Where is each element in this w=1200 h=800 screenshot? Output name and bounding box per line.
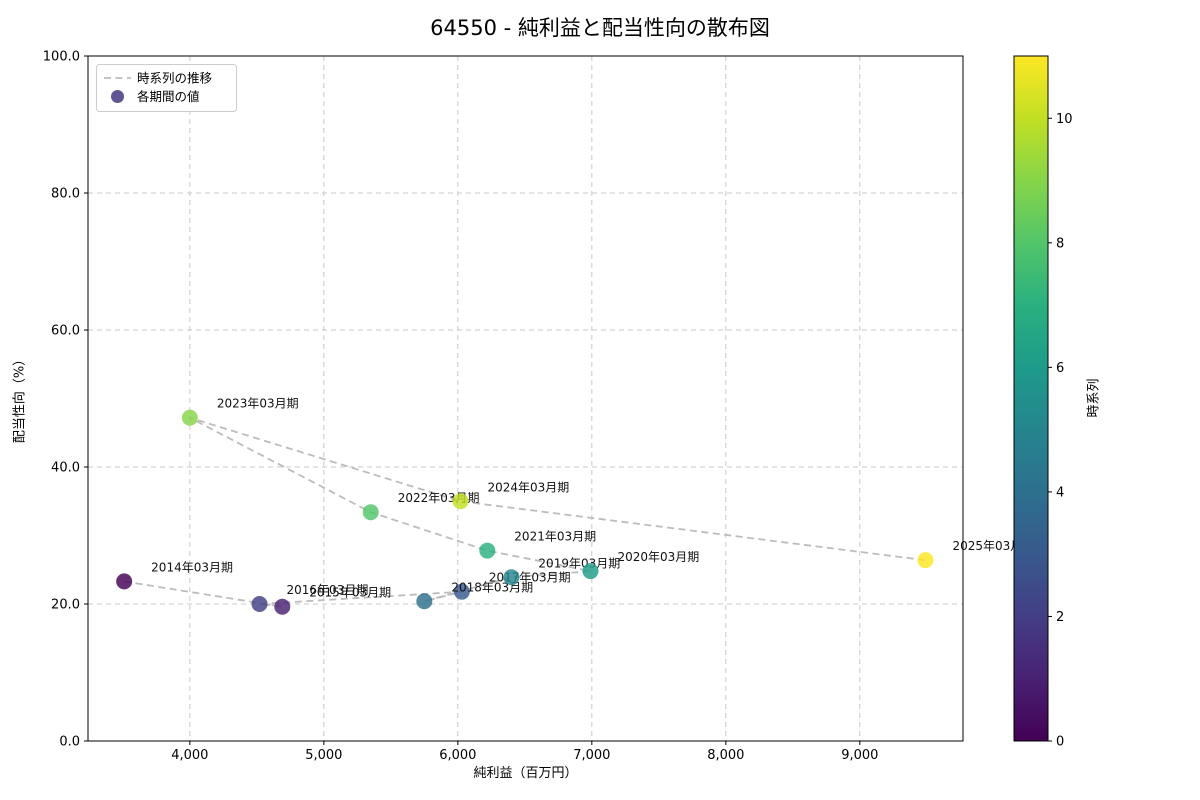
- x-tick-label: 6,000: [439, 748, 476, 763]
- colorbar-label: 時系列: [1086, 378, 1102, 418]
- axes-frame: [87, 55, 964, 742]
- legend-marker-sample: [111, 90, 124, 103]
- point-label-2023年03月期: 2023年03月期: [217, 397, 299, 411]
- data-point-2023年03月期: [181, 409, 198, 426]
- point-label-2018年03月期: 2018年03月期: [451, 580, 533, 594]
- colorbar-tick-label: 10: [1056, 112, 1073, 127]
- legend: [96, 64, 237, 112]
- point-label-2015年03月期: 2015年03月期: [309, 586, 391, 600]
- x-tick-label: 9,000: [841, 748, 878, 763]
- data-point-2015年03月期: [274, 598, 291, 615]
- x-tick-label: 4,000: [171, 748, 208, 763]
- x-tick-label: 7,000: [573, 748, 610, 763]
- colorbar-gradient: [1014, 56, 1048, 741]
- data-point-2017年03月期: [453, 583, 470, 600]
- data-point-2020年03月期: [582, 563, 599, 580]
- point-label-2024年03月期: 2024年03月期: [488, 480, 570, 494]
- y-tick-label: 20.0: [51, 598, 80, 613]
- data-point-2021年03月期: [479, 542, 496, 559]
- data-point-2019年03月期: [503, 569, 520, 586]
- y-tick-label: 100.0: [43, 50, 80, 65]
- point-label-2014年03月期: 2014年03月期: [151, 560, 233, 574]
- x-axis-label: 純利益（百万円）: [473, 766, 578, 781]
- data-point-2014年03月期: [116, 573, 133, 590]
- colorbar-tick-label: 8: [1056, 236, 1064, 251]
- point-label-2016年03月期: 2016年03月期: [287, 583, 369, 597]
- data-point-2022年03月期: [362, 504, 379, 521]
- data-point-2016年03月期: [251, 596, 268, 612]
- y-axis-label: 配当性向（%）: [12, 352, 28, 444]
- y-tick-label: 0.0: [59, 735, 80, 750]
- colorbar-tick-label: 0: [1056, 735, 1064, 750]
- data-point-2025年03月期: [917, 552, 934, 569]
- y-tick-label: 60.0: [51, 324, 80, 339]
- x-tick-label: 5,000: [305, 748, 342, 763]
- legend-label-trail: 時系列の推移: [137, 71, 212, 86]
- chart-title: 64550 - 純利益と配当性向の散布図: [430, 16, 770, 40]
- legend-label-marker: 各期間の値: [137, 89, 200, 104]
- data-point-2018年03月期: [416, 593, 433, 610]
- point-label-2020年03月期: 2020年03月期: [617, 550, 699, 564]
- colorbar-tick-label: 4: [1056, 485, 1064, 500]
- y-tick-label: 40.0: [51, 461, 80, 476]
- point-label-2021年03月期: 2021年03月期: [514, 530, 596, 544]
- data-point-2024年03月期: [452, 493, 469, 510]
- colorbar-tick-label: 2: [1056, 610, 1064, 625]
- x-tick-label: 8,000: [707, 748, 744, 763]
- colorbar-tick-label: 6: [1056, 361, 1064, 376]
- y-tick-label: 80.0: [51, 187, 80, 202]
- colorbar-frame: [1013, 55, 1049, 742]
- point-label-2019年03月期: 2019年03月期: [538, 556, 620, 570]
